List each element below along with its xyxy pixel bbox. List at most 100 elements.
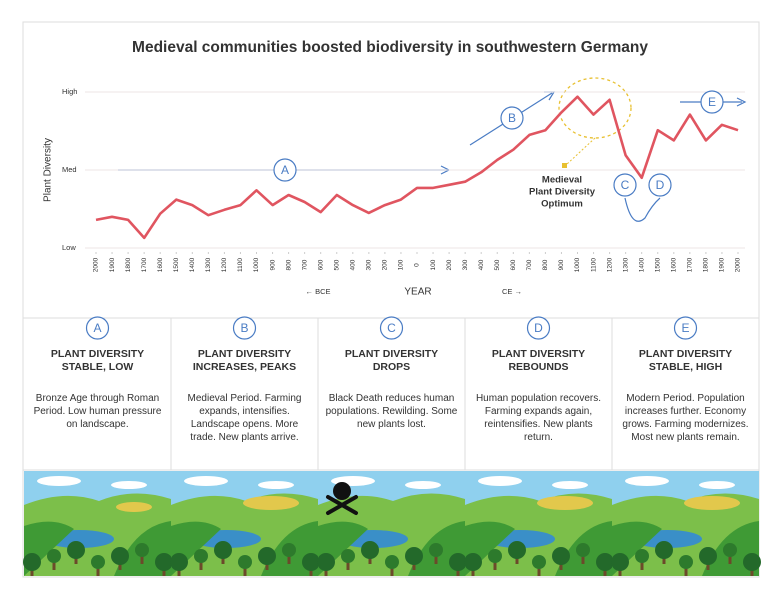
x-tick-label: 1600 xyxy=(157,257,164,272)
tree xyxy=(302,553,320,571)
x-tick-label: 100 xyxy=(430,259,437,270)
y-axis-label: Plant Diversity xyxy=(43,138,54,202)
near-hills xyxy=(24,521,171,576)
era-label: ← BCE xyxy=(305,287,330,296)
landscape xyxy=(170,471,320,576)
optimum-dot xyxy=(562,163,567,168)
tree xyxy=(170,553,188,571)
cloud xyxy=(625,476,669,486)
marker-label: E xyxy=(708,95,716,109)
x-tick-label: 800 xyxy=(542,259,549,270)
cloud xyxy=(184,476,228,486)
x-tick-label: 200 xyxy=(382,259,389,270)
field xyxy=(243,496,299,510)
tree xyxy=(655,541,673,559)
tree xyxy=(405,547,423,565)
landscape xyxy=(464,471,614,576)
tree xyxy=(135,543,149,557)
x-tick-label: 100 xyxy=(398,259,405,270)
tree-trunk xyxy=(140,554,144,564)
panel-letter: B xyxy=(240,321,248,335)
panel-letter-circle xyxy=(526,316,551,340)
tree-trunk xyxy=(434,554,438,564)
data-line xyxy=(95,95,739,240)
chart-title: Medieval communities boosted biodiversit… xyxy=(132,39,648,56)
panel-letter: D xyxy=(534,321,543,335)
tree xyxy=(155,553,173,571)
x-tick-label: 1500 xyxy=(173,257,180,272)
tree xyxy=(317,553,335,571)
tree-trunk xyxy=(96,566,100,576)
marker-label: A xyxy=(281,163,289,177)
tree-trunk xyxy=(581,554,585,564)
near-hills xyxy=(318,521,465,576)
x-tick-label: 1500 xyxy=(654,257,661,272)
x-tick-label: 1700 xyxy=(141,257,148,272)
x-tick-label: 2000 xyxy=(735,257,742,272)
panel-letter-circle xyxy=(85,316,110,340)
y-tick-label: Med xyxy=(62,165,77,174)
tree xyxy=(47,549,61,563)
tree-trunk xyxy=(287,554,291,564)
panel-letter-circle xyxy=(232,316,257,340)
tree-trunk xyxy=(728,554,732,564)
x-tick-label: 2000 xyxy=(93,257,100,272)
near-hills xyxy=(171,521,318,576)
x-tick-label: 900 xyxy=(269,259,276,270)
tree-trunk xyxy=(640,560,644,570)
tree xyxy=(611,553,629,571)
tree xyxy=(341,549,355,563)
x-tick-label: 700 xyxy=(301,259,308,270)
panel-title: PLANT DIVERSITY STABLE, HIGH xyxy=(638,348,733,373)
optimum-label: Plant Diversity xyxy=(529,187,596,198)
tree xyxy=(214,541,232,559)
near-hills xyxy=(465,521,612,576)
x-tick-label: 200 xyxy=(446,259,453,270)
optimum-leader xyxy=(565,137,596,166)
tree xyxy=(429,543,443,557)
tree xyxy=(488,549,502,563)
panel-title: PLANT DIVERSITY STABLE, LOW xyxy=(50,348,145,373)
tree xyxy=(111,547,129,565)
x-tick-label: 900 xyxy=(558,259,565,270)
field xyxy=(116,502,152,512)
cloud xyxy=(699,481,735,489)
cloud xyxy=(258,481,294,489)
x-tick-label: 1300 xyxy=(205,257,212,272)
tree xyxy=(194,549,208,563)
era-label: CE → xyxy=(502,287,522,296)
crossbones xyxy=(326,495,358,515)
tree xyxy=(91,555,105,569)
panel-letter: E xyxy=(681,321,689,335)
optimum-label: Medieval xyxy=(542,175,582,186)
marker-circle xyxy=(648,173,672,197)
cloud xyxy=(405,481,441,489)
tree xyxy=(743,553,761,571)
tree xyxy=(238,555,252,569)
panel-text: Human population recovers. Farming expan… xyxy=(475,393,602,443)
x-tick-label: 1400 xyxy=(638,257,645,272)
tree xyxy=(464,553,482,571)
tree xyxy=(258,547,276,565)
marker-label: D xyxy=(656,178,665,192)
field xyxy=(537,496,593,510)
arrow-head xyxy=(736,97,747,107)
x-tick-label: 1900 xyxy=(719,257,726,272)
x-tick-label: 0 xyxy=(414,263,421,267)
marker-circle xyxy=(273,158,297,182)
tree-trunk xyxy=(390,566,394,576)
panel-letter-circle xyxy=(379,316,404,340)
x-tick-label: 1100 xyxy=(237,258,244,272)
dip-curve xyxy=(624,197,661,222)
x-tick-label: 800 xyxy=(285,259,292,270)
tree xyxy=(67,541,85,559)
marker-label: C xyxy=(621,178,630,192)
optimum-circle xyxy=(558,77,632,139)
tree-trunk xyxy=(493,560,497,570)
marker-circle xyxy=(700,90,724,114)
tree xyxy=(679,555,693,569)
tree xyxy=(596,553,614,571)
panel-title: PLANT DIVERSITY INCREASES, PEAKS xyxy=(192,348,297,373)
